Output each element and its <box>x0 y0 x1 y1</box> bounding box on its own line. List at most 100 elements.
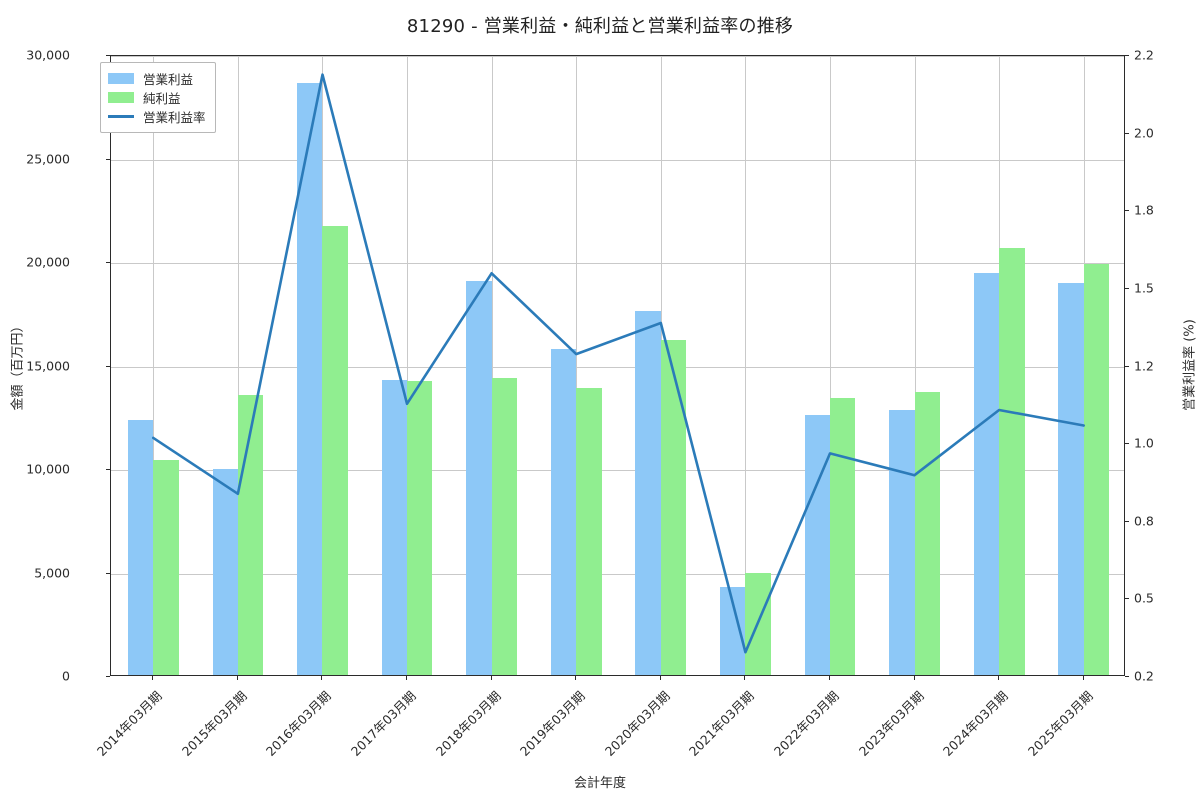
y-axis-left-tick-label: 5,000 <box>34 565 70 580</box>
y-axis-left-tick-mark <box>106 572 110 574</box>
y-axis-right-tick-label: 2.0 <box>1134 125 1154 141</box>
plot-area <box>110 55 1125 676</box>
legend-item[interactable]: 純利益 <box>108 88 206 107</box>
grid-line-horizontal <box>111 263 1124 264</box>
x-axis-tick-label: 2022年03月期 <box>770 688 842 759</box>
x-axis-tick-label: 2020年03月期 <box>601 688 673 759</box>
x-axis-tick-mark <box>575 676 577 680</box>
x-axis-tick-mark <box>321 676 323 680</box>
bar-net-profit <box>829 397 856 675</box>
ratio-line <box>151 73 1086 654</box>
y-axis-left-tick-mark <box>106 676 110 677</box>
y-axis-left-tick-label: 25,000 <box>26 151 70 166</box>
bar-net-profit <box>407 381 433 675</box>
bar-operating-profit <box>889 410 915 675</box>
grid-line-horizontal <box>111 573 1124 575</box>
y-axis-left-tick-label: 15,000 <box>26 358 70 373</box>
x-axis-tick-mark <box>998 676 1000 680</box>
y-axis-left-tick-mark <box>106 365 110 367</box>
x-axis-tick-label: 2016年03月期 <box>263 688 335 759</box>
grid-line-vertical <box>830 56 831 675</box>
legend-item-label: 純利益 <box>143 91 181 106</box>
grid-line-vertical <box>153 56 154 675</box>
grid-line-vertical <box>238 56 239 675</box>
y-axis-left-tick-mark <box>106 158 110 160</box>
x-axis-tick-label: 2019年03月期 <box>517 688 588 759</box>
legend-color-swatch <box>108 73 134 84</box>
y-axis-right-label: 営業利益率 (%) <box>1182 319 1198 411</box>
y-axis-right-tick-label: 0.5 <box>1134 590 1154 606</box>
x-axis-tick-label: 2021年03月期 <box>686 688 758 759</box>
grid-line-vertical <box>576 56 577 675</box>
y-axis-right-tick-mark <box>1125 365 1129 367</box>
y-axis-left-tick-label: 0 <box>62 668 70 684</box>
y-axis-left-label: 金額（百万円） <box>10 319 26 411</box>
bar-operating-profit <box>212 469 238 675</box>
bar-net-profit <box>153 459 179 675</box>
x-axis-tick-mark <box>913 676 915 680</box>
grid-line-vertical <box>915 56 916 675</box>
legend-item-label: 営業利益 <box>143 72 194 87</box>
grid-line-horizontal <box>111 366 1124 368</box>
x-axis-tick-label: 2024年03月期 <box>939 688 1011 759</box>
y-axis-left-tick-label: 30,000 <box>26 47 70 63</box>
y-axis-left-tick-mark <box>106 469 110 470</box>
x-axis-tick-label: 2025年03月期 <box>1024 688 1096 759</box>
y-axis-right-tick-mark <box>1125 287 1129 289</box>
grid-line-vertical <box>492 56 493 675</box>
x-axis-tick-label: 2017年03月期 <box>347 688 419 759</box>
chart-title: 81290 - 営業利益・純利益と営業利益率の推移 <box>406 16 794 37</box>
y-axis-right-tick-label: 1.5 <box>1134 280 1154 296</box>
bar-net-profit <box>914 392 940 675</box>
y-axis-right-tick-label: 0.2 <box>1134 668 1154 684</box>
x-axis-tick-mark <box>406 676 408 680</box>
bar-operating-profit <box>635 310 661 675</box>
y-axis-right-tick-mark <box>1125 598 1129 600</box>
x-axis-tick-label: 2018年03月期 <box>432 688 504 759</box>
bar-net-profit <box>660 339 687 675</box>
grid-line-vertical <box>745 56 746 675</box>
y-axis-left-tick-mark <box>106 55 110 56</box>
grid-line-horizontal <box>111 56 1124 57</box>
bar-operating-profit <box>1058 282 1084 675</box>
y-axis-right-tick-label: 1.0 <box>1134 435 1154 451</box>
x-axis-tick-mark <box>236 676 238 680</box>
line-layer <box>151 73 1086 654</box>
y-axis-right-tick-mark <box>1125 676 1129 677</box>
bar-net-profit <box>237 394 264 675</box>
x-axis-label: 会計年度 <box>573 776 626 791</box>
x-axis-tick-mark <box>659 676 661 680</box>
bar-operating-profit <box>973 273 1000 675</box>
y-axis-left-tick-label: 10,000 <box>26 461 70 477</box>
legend-item[interactable]: 営業利益率 <box>108 107 206 126</box>
bar-operating-profit <box>127 420 154 675</box>
bar-net-profit <box>999 247 1025 675</box>
bar-operating-profit <box>550 348 577 675</box>
x-axis-tick-mark <box>744 676 746 680</box>
y-axis-right-tick-label: 1.8 <box>1134 202 1154 218</box>
legend-item-label: 営業利益率 <box>143 110 206 125</box>
x-axis-tick-mark <box>828 676 830 680</box>
y-axis-right-tick-mark <box>1125 210 1129 212</box>
legend-line-swatch <box>108 114 134 119</box>
x-axis-tick-label: 2023年03月期 <box>855 688 927 759</box>
y-axis-right-tick-mark <box>1125 132 1129 134</box>
y-axis-left-tick-mark <box>106 262 110 263</box>
y-axis-right-tick-label: 0.8 <box>1134 513 1154 529</box>
chart-legend: 営業利益純利益営業利益率 <box>100 62 216 133</box>
bar-operating-profit <box>466 280 492 675</box>
y-axis-right-tick-label: 1.2 <box>1134 358 1154 373</box>
bar-net-profit <box>576 388 602 675</box>
y-axis-left-tick-label: 20,000 <box>26 254 70 270</box>
x-axis-tick-mark <box>1082 676 1084 680</box>
grid-line-vertical <box>407 56 408 675</box>
bar-operating-profit <box>381 380 408 675</box>
legend-item[interactable]: 営業利益 <box>108 69 206 88</box>
grid-line-horizontal <box>111 470 1124 471</box>
y-axis-right-tick-mark <box>1125 55 1129 56</box>
legend-color-swatch <box>108 92 134 103</box>
x-axis-tick-mark <box>152 676 154 680</box>
bar-net-profit <box>491 377 517 675</box>
y-axis-right-tick-mark <box>1125 520 1129 522</box>
